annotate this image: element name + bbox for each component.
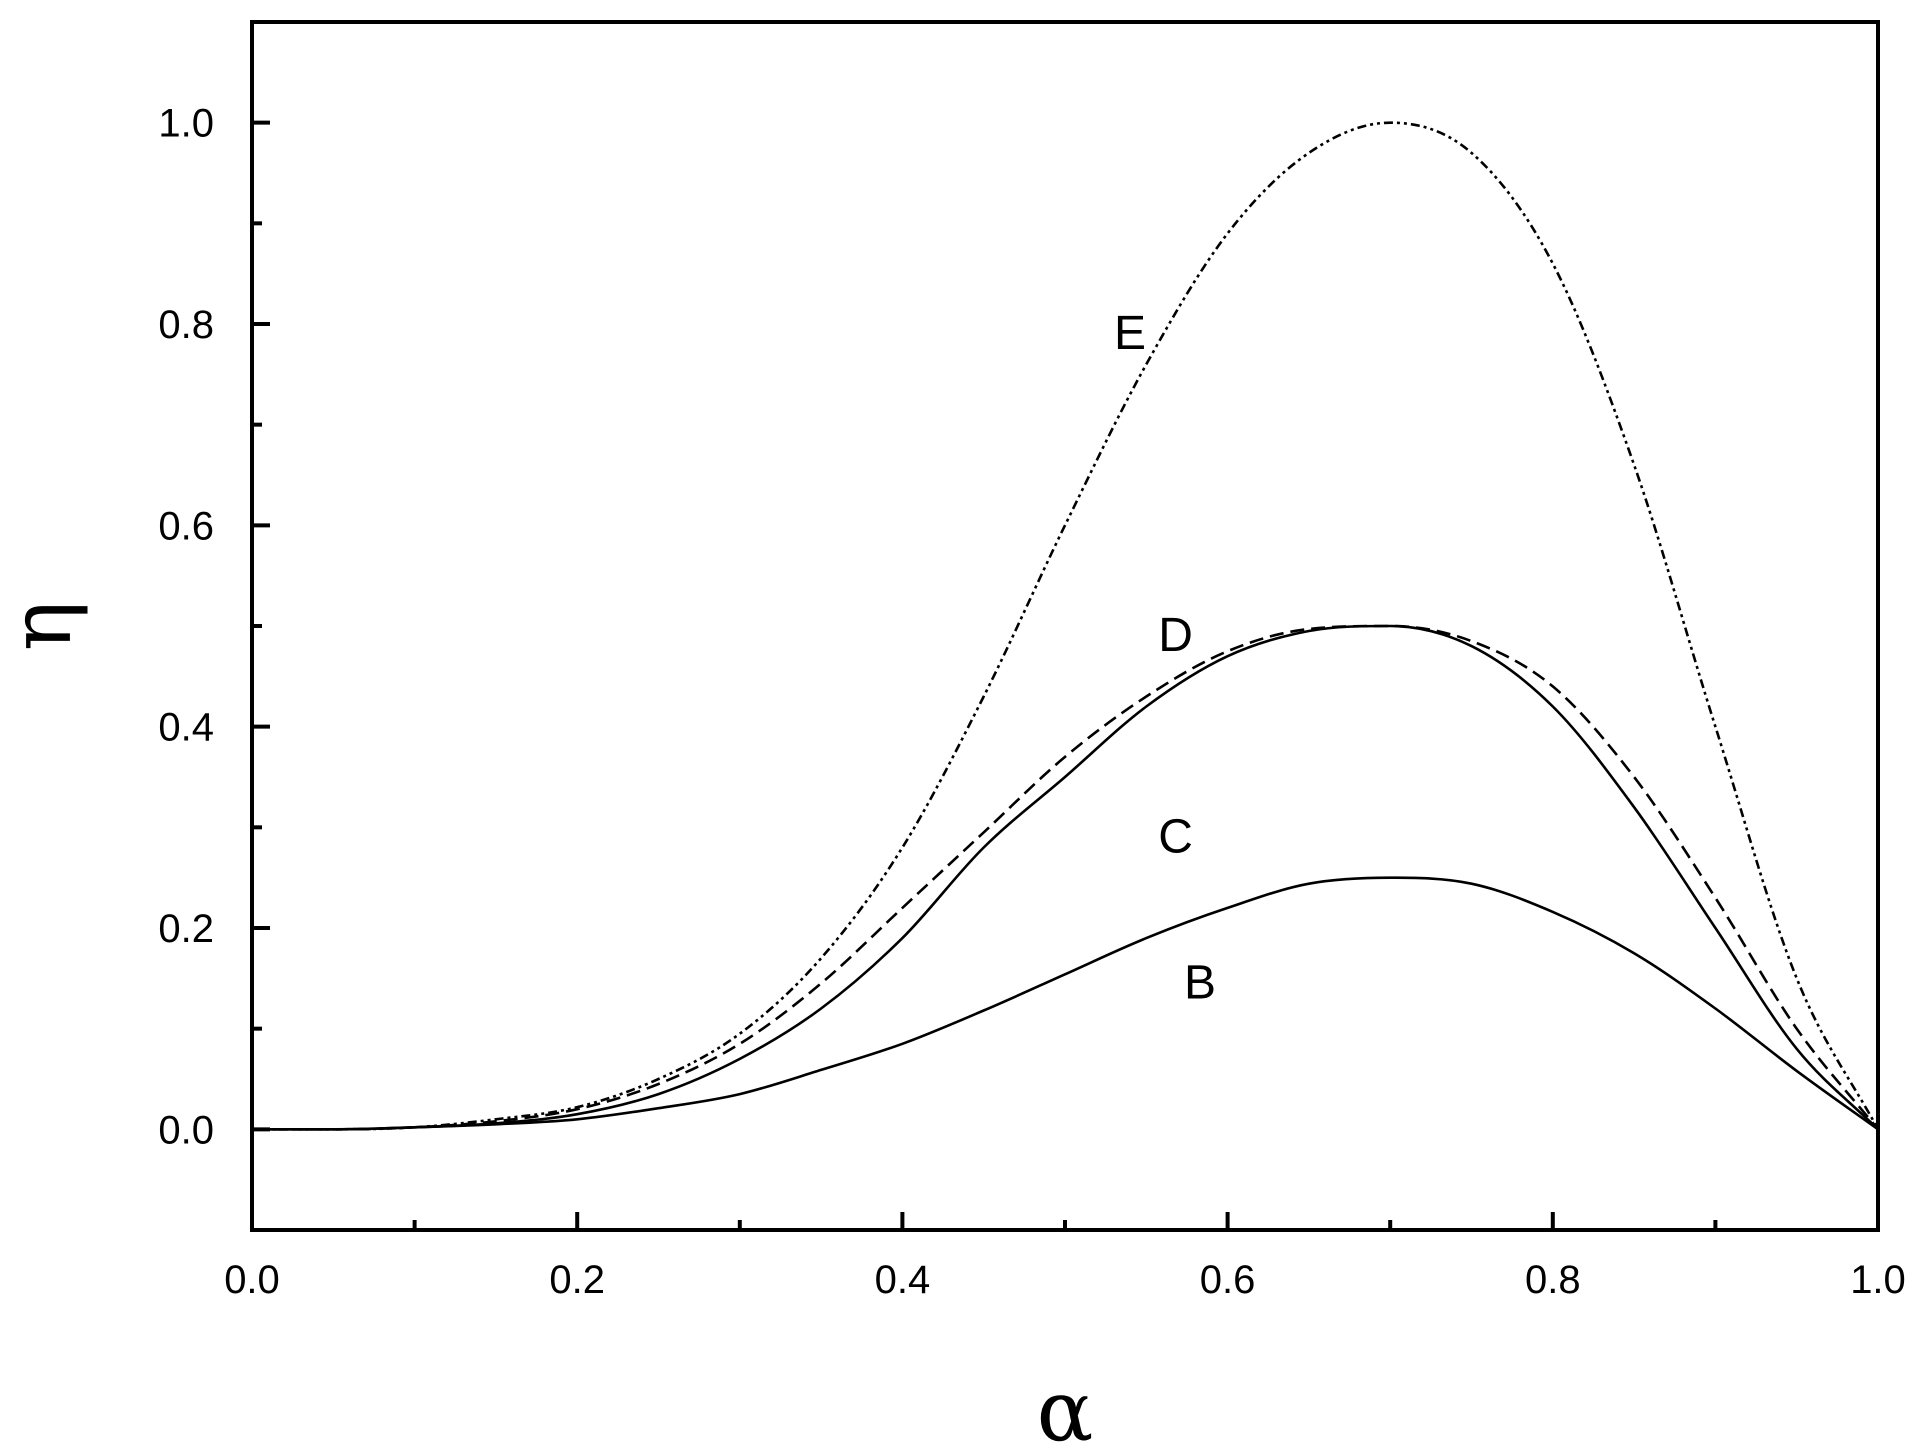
plot-frame [250,20,1880,1232]
x-tick-label: 0.4 [875,1258,931,1302]
curve-label-d: D [1158,609,1193,662]
y-tick-label: 0.4 [158,706,214,750]
x-tick-label: 0.6 [1200,1258,1256,1302]
y-tick-label: 1.0 [158,102,214,146]
x-tick-label: 0.8 [1525,1258,1581,1302]
y-axis-title: η [0,601,90,651]
x-tick-label: 1.0 [1850,1258,1906,1302]
curve-label-b: B [1184,956,1216,1009]
x-axis-ticks [250,1212,1880,1230]
series-line-b [252,876,1879,1131]
curve-annotations: E D C B [1114,307,1216,1009]
series-lines [252,121,1880,1131]
x-tick-label: 0.0 [224,1258,280,1302]
y-tick-label: 0.6 [158,504,214,548]
series-line-c [252,624,1879,1131]
y-tick-label: 0.8 [158,303,214,347]
curve-label-c: C [1158,811,1193,864]
x-axis-title: α [1037,1362,1094,1451]
x-tick-label: 0.2 [549,1258,605,1302]
y-axis-ticks [252,20,270,1232]
series-line-d [252,624,1880,1131]
x-axis-tick-labels: 0.0 0.2 0.4 0.6 0.8 1.0 [224,1258,1906,1302]
series-line-e [252,121,1880,1131]
y-tick-label: 0.0 [158,1108,214,1152]
curve-label-e: E [1114,307,1146,360]
y-axis-tick-labels: 0.0 0.2 0.4 0.6 0.8 1.0 [158,102,214,1153]
y-tick-label: 0.2 [158,907,214,951]
